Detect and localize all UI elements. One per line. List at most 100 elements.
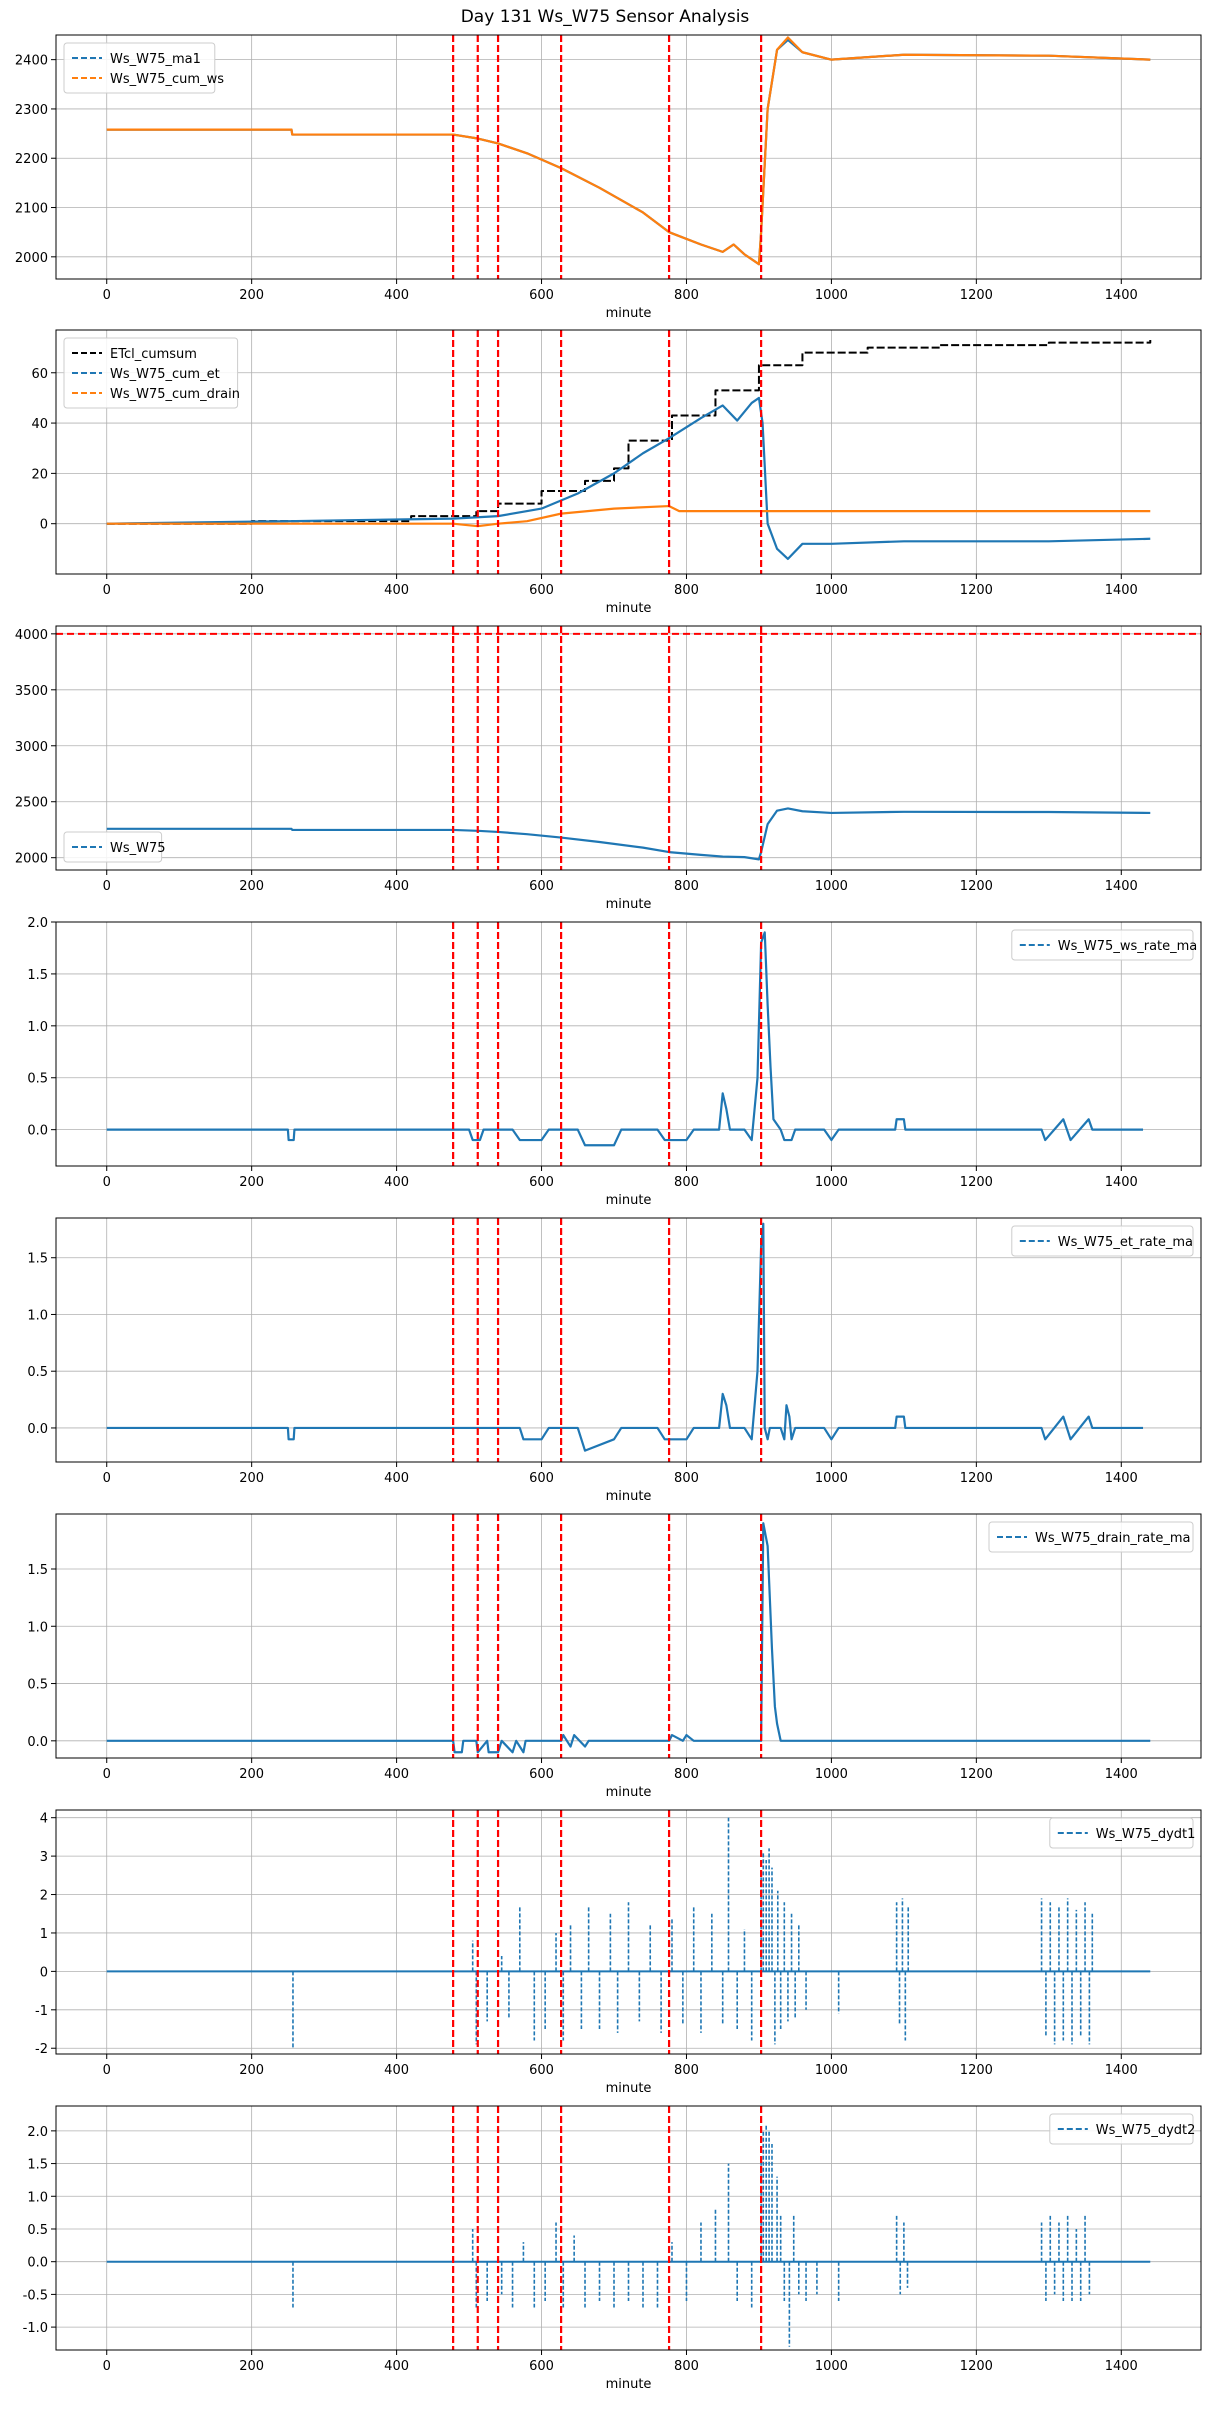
y-tick-label: 2 [40,1889,48,1904]
y-tick-label: 20 [31,467,48,482]
x-tick-label: 600 [529,1471,554,1486]
plot-area [106,1522,1151,1754]
y-tick-label: 2000 [15,852,48,867]
y-tick-label: 1.0 [27,2190,48,2205]
legend: ETcl_cumsum Ws_W75_cum_et Ws_W75_cum_drain [63,337,240,409]
x-tick-label: 0 [103,288,111,303]
series-line-Ws_W75_drain_rate_ma [106,1522,1151,1754]
y-tick-label: 0.5 [27,2223,48,2238]
y-tick-label: 0.5 [27,1678,48,1693]
y-tick-label: 0 [40,518,48,533]
x-tick-label: 800 [674,2359,699,2374]
x-tick-label: 1200 [960,2359,993,2374]
x-tick-label: 400 [384,1767,409,1782]
x-tick-label: 600 [529,288,554,303]
plot-area [106,2124,1151,2347]
y-tick-label: 1 [40,1927,48,1942]
x-axis-label: minute [606,1193,652,1208]
x-tick-label: 400 [384,1471,409,1486]
series-line-ETcl_cumsum [106,340,1152,525]
x-tick-label: 800 [674,1175,699,1190]
x-tick-label: 0 [103,2359,111,2374]
chart-panel-5: 0 200 400 600 800 1000 1200 1400 0.0 0.5 1.0 1.5 min… [27,1217,1202,1504]
y-tick-label: 60 [31,367,48,382]
series-line-Ws_W75_et_rate_ma [106,1222,1144,1452]
legend: Ws_W75_dydt1 [1049,1817,1196,1849]
x-tick-label: 600 [529,2063,554,2078]
y-tick-label: 1.0 [27,1020,48,1035]
y-tick-label: 1.5 [27,1252,48,1267]
figure-title: Day 131 Ws_W75 Sensor Analysis [461,7,750,27]
x-tick-label: 600 [529,2359,554,2374]
x-tick-label: 1000 [815,1471,848,1486]
x-tick-label: 1000 [815,879,848,894]
chart-panel-6: 0 200 400 600 800 1000 1200 1400 0.0 0.5 1.0 1.5 min… [27,1513,1202,1800]
y-tick-label: -1 [35,2004,48,2019]
x-tick-label: 200 [239,1175,264,1190]
y-tick-label: -1.0 [23,2321,48,2336]
x-tick-label: 0 [103,1767,111,1782]
legend-label: Ws_W75_cum_drain [110,387,240,402]
y-tick-label: 2300 [15,103,48,118]
x-tick-label: 1000 [815,288,848,303]
y-tick-label: 3000 [15,740,48,755]
y-tick-label: 4 [40,1812,48,1827]
chart-panel-2: 0 200 400 600 800 1000 1200 1400 0 20 40 60 minute ET… [31,329,1202,616]
legend-label: Ws_W75_et_rate_ma [1058,1235,1193,1250]
x-tick-label: 200 [239,583,264,598]
y-tick-label: 1.0 [27,1308,48,1323]
y-tick-label: 1.5 [27,2158,48,2173]
plot-area [106,807,1151,861]
legend-label: ETcl_cumsum [110,347,197,362]
x-tick-label: 200 [239,288,264,303]
axes-frame [55,625,1202,871]
legend-label: Ws_W75_dydt1 [1096,1827,1196,1842]
y-tick-label: 1.5 [27,968,48,983]
y-tick-label: 0.0 [27,1735,48,1750]
x-tick-label: 1000 [815,2359,848,2374]
legend: Ws_W75 [63,831,166,863]
legend-box [63,831,163,863]
x-axis-label: minute [606,2377,652,2392]
y-tick-label: 3 [40,1850,48,1865]
axes-frame [55,1513,1202,1759]
legend-box [988,1521,1194,1553]
y-tick-label: 3500 [15,684,48,699]
x-tick-label: 1000 [815,1175,848,1190]
x-tick-label: 800 [674,879,699,894]
x-tick-label: 0 [103,879,111,894]
y-tick-label: -2 [35,2042,48,2057]
series-line-Ws_W75_ma1 [106,38,1151,266]
x-tick-label: 1400 [1105,2063,1138,2078]
plot-area [106,36,1151,266]
x-tick-label: 600 [529,1175,554,1190]
x-axis-label: minute [606,1785,652,1800]
legend-label: Ws_W75 [110,841,166,856]
x-tick-label: 800 [674,583,699,598]
y-tick-label: 0.0 [27,1124,48,1139]
x-tick-label: 400 [384,1175,409,1190]
x-tick-label: 400 [384,2359,409,2374]
x-tick-label: 1200 [960,583,993,598]
legend-box [1011,1225,1194,1257]
x-tick-label: 1000 [815,583,848,598]
x-tick-label: 1200 [960,1471,993,1486]
y-tick-label: 2200 [15,152,48,167]
y-tick-label: 1.5 [27,1563,48,1578]
x-tick-label: 1400 [1105,879,1138,894]
x-tick-label: 600 [529,1767,554,1782]
y-tick-label: 2.0 [27,916,48,931]
y-tick-label: 4000 [15,628,48,643]
x-tick-label: 0 [103,1175,111,1190]
legend: Ws_W75_ws_rate_ma [1011,929,1197,961]
axes-frame [55,1809,1202,2055]
y-tick-label: 2000 [15,251,48,266]
x-tick-label: 600 [529,583,554,598]
x-tick-label: 800 [674,1471,699,1486]
x-axis-label: minute [606,601,652,616]
series-line-Ws_W75 [106,807,1151,861]
x-tick-label: 800 [674,1767,699,1782]
x-tick-label: 800 [674,2063,699,2078]
x-tick-label: 1400 [1105,288,1138,303]
x-tick-label: 0 [103,583,111,598]
